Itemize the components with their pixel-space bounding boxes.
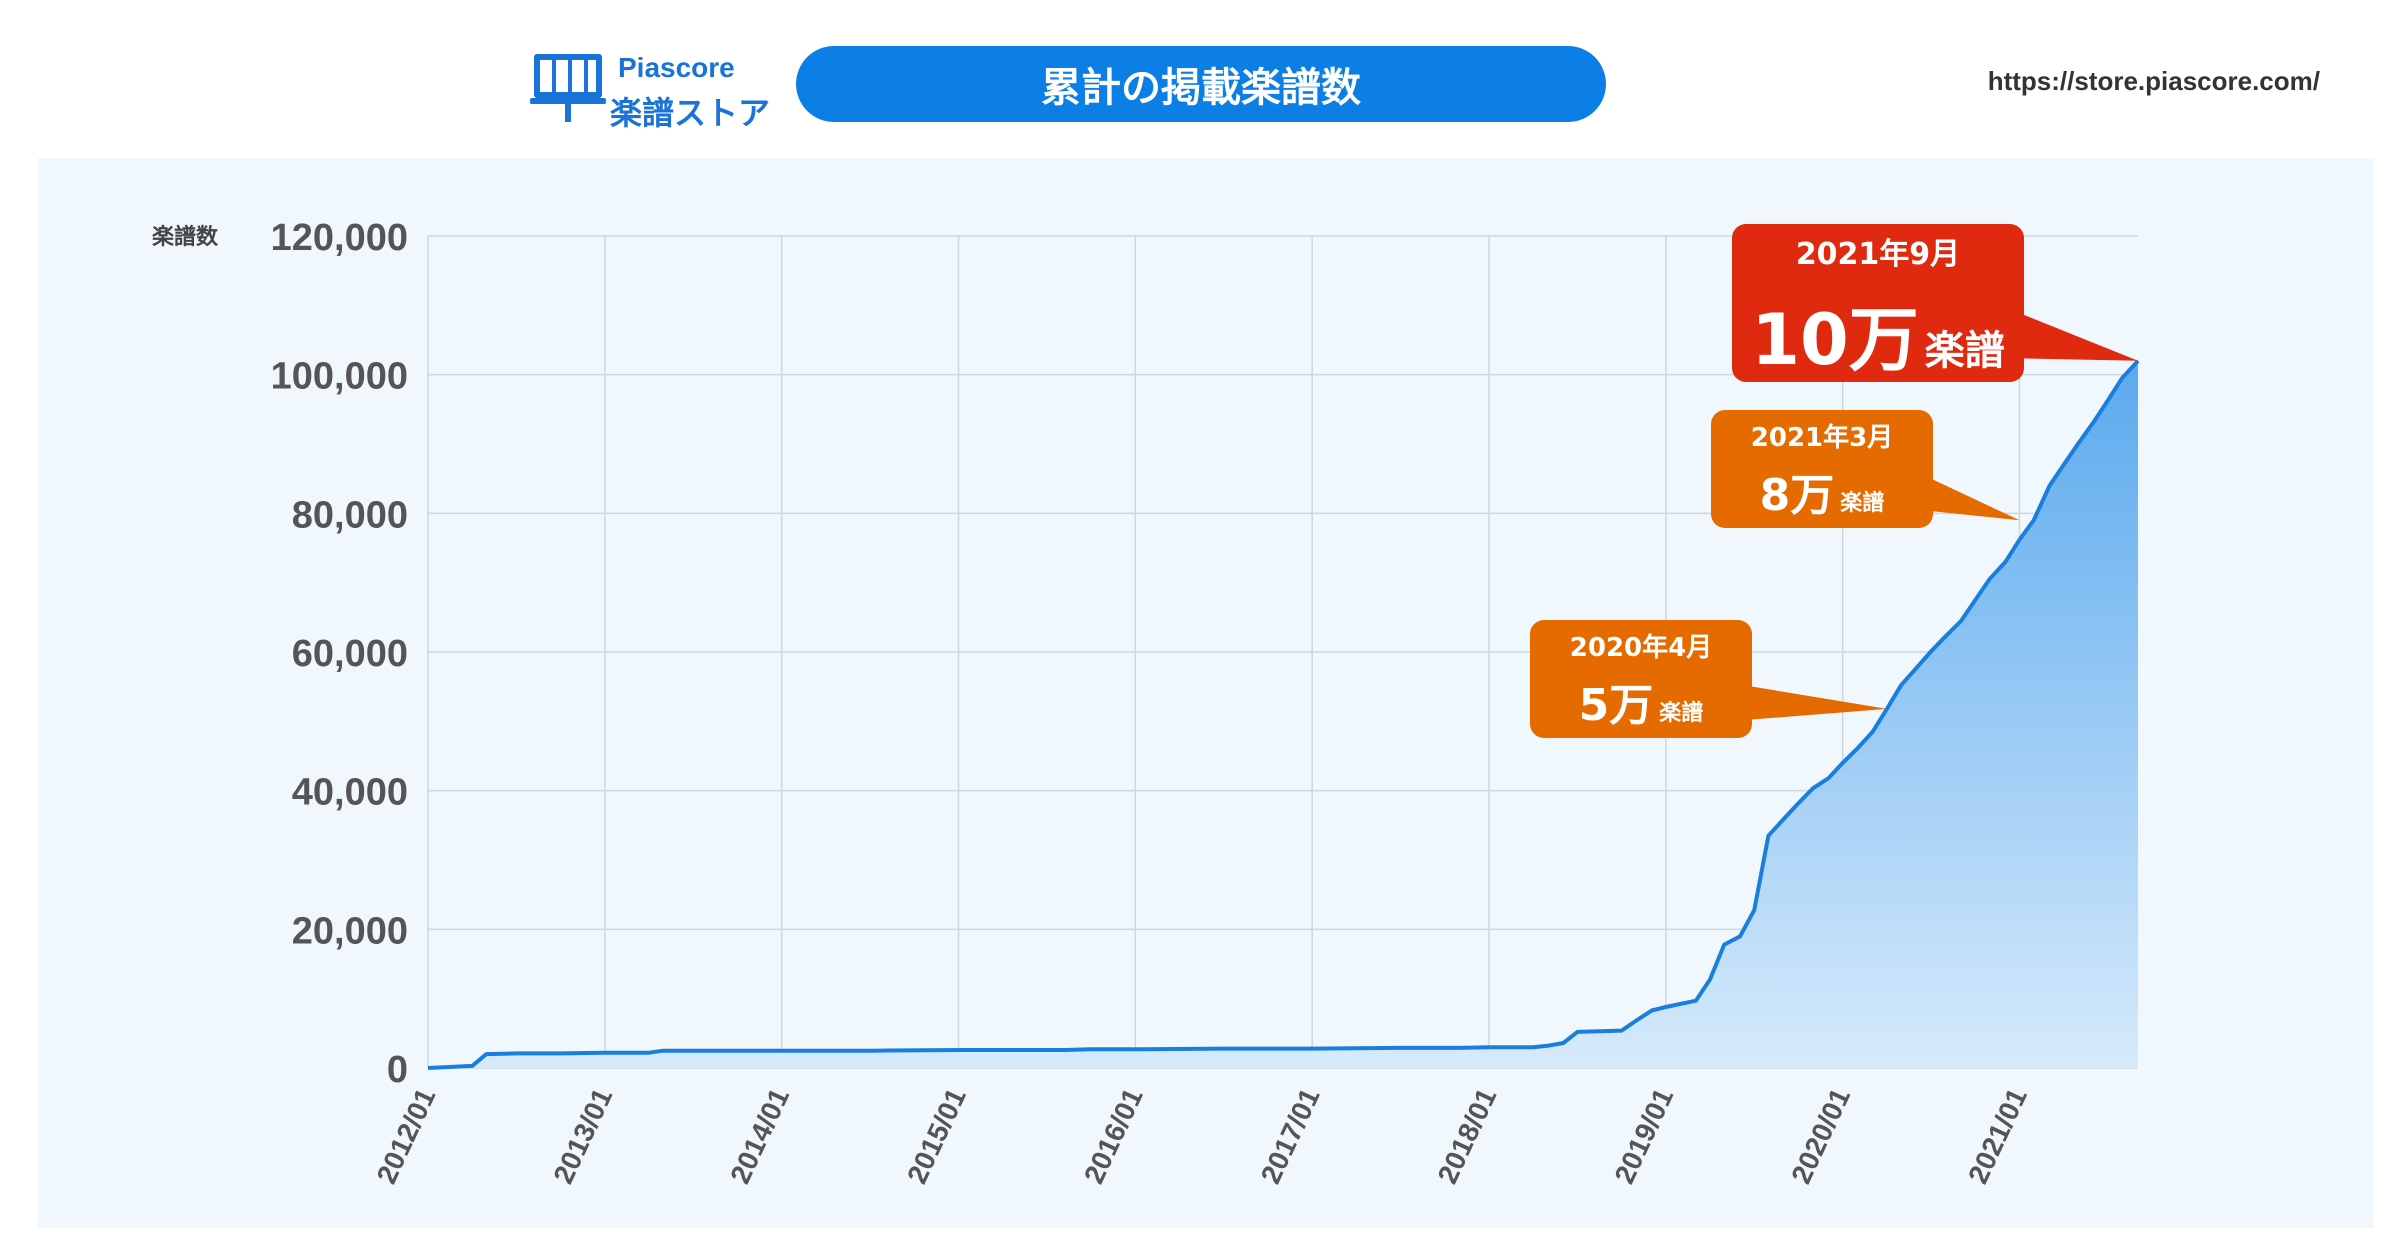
callout-box <box>1530 620 1752 738</box>
callout-pointer <box>1923 474 2020 521</box>
callout-date: 2021年3月 <box>1751 422 1893 453</box>
y-tick-label: 100,000 <box>271 356 408 398</box>
callout-pointer <box>1742 684 1887 721</box>
y-tick-label: 20,000 <box>292 910 408 952</box>
x-tick-label: 2014/01 <box>724 1083 795 1188</box>
callout-date: 2020年4月 <box>1570 632 1712 663</box>
site-url: https://store.piascore.com/ <box>1987 66 2320 96</box>
music-stand-icon <box>530 54 606 122</box>
brand-name: Piascore <box>618 52 735 83</box>
x-tick-label: 2019/01 <box>1608 1083 1679 1188</box>
x-tick-label: 2018/01 <box>1432 1083 1503 1188</box>
callout-count: 5万 楽譜 <box>1579 680 1704 731</box>
cumulative-scores-chart: 0 20,000 40,000 60,000 80,000 100,000 120,000 2… <box>152 217 2140 1188</box>
callout-count: 8万 楽譜 <box>1760 470 1885 521</box>
x-tick-label: 2021/01 <box>1962 1083 2033 1188</box>
series-line <box>427 359 2140 1070</box>
x-tick-label: 2013/01 <box>547 1083 618 1188</box>
chart-panel: 0 20,000 40,000 60,000 80,000 100,000 120,000 2… <box>38 158 2374 1228</box>
y-axis-label: 楽譜数 <box>152 224 219 250</box>
callout-date: 2021年9月 <box>1796 237 1960 272</box>
y-tick-label: 80,000 <box>292 494 408 536</box>
callout-box <box>1732 224 2024 382</box>
callout-count: 10万 楽譜 <box>1751 299 2004 381</box>
brand-subtitle: 楽譜ストア <box>610 94 771 132</box>
x-tick-label: 2012/01 <box>371 1083 442 1188</box>
x-tick-label: 2015/01 <box>901 1083 972 1188</box>
callout-box <box>1711 410 1933 528</box>
y-tick-label: 40,000 <box>292 772 408 814</box>
y-tick-label: 60,000 <box>292 633 408 675</box>
y-tick-label: 120,000 <box>271 217 408 259</box>
x-tick-label: 2016/01 <box>1078 1083 1149 1188</box>
piascore-logo: Piascore 楽譜ストア <box>530 48 770 132</box>
y-tick-label: 0 <box>387 1049 408 1091</box>
x-tick-label: 2020/01 <box>1785 1083 1856 1188</box>
x-tick-label: 2017/01 <box>1255 1083 1326 1188</box>
callout-pointer <box>2014 310 2138 361</box>
series-area <box>428 360 2138 1068</box>
page-title: 累計の掲載楽譜数 <box>796 46 1606 122</box>
